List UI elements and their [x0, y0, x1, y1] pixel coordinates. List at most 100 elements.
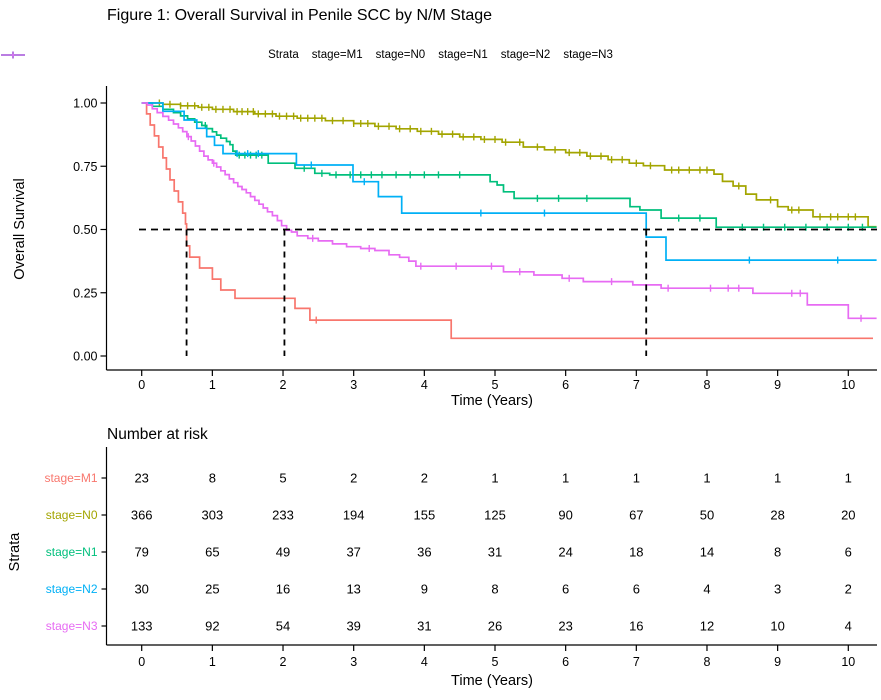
risk-count: 194 [343, 508, 365, 523]
risk-count: 49 [276, 545, 290, 560]
risk-count: 8 [491, 582, 498, 597]
risk-x-tick-label: 9 [774, 655, 781, 669]
risk-count: 2 [421, 471, 428, 486]
x-tick-label: 6 [562, 378, 569, 392]
risk-count: 366 [131, 508, 153, 523]
legend-title: Strata [268, 49, 299, 61]
risk-count: 39 [346, 619, 360, 634]
x-tick-label: 7 [633, 378, 640, 392]
risk-count: 23 [134, 471, 148, 486]
y-axis-title: Overall Survival [12, 178, 28, 280]
risk-x-tick-label: 0 [138, 655, 145, 669]
risk-row-label-N2: stage=N2 [46, 582, 98, 596]
risk-count: 79 [134, 545, 148, 560]
legend-item-n3: stage=N3 [1, 49, 613, 61]
y-tick-label: 1.00 [73, 97, 97, 111]
risk-count: 4 [845, 619, 852, 634]
risk-count: 28 [770, 508, 784, 523]
risk-count: 50 [700, 508, 714, 523]
risk-count: 1 [845, 471, 852, 486]
risk-count: 67 [629, 508, 643, 523]
risk-count: 125 [484, 508, 506, 523]
risk-row-label-M1: stage=M1 [44, 471, 97, 485]
risk-table-heading: Number at risk [107, 426, 208, 443]
risk-count: 25 [205, 582, 219, 597]
risk-count: 23 [558, 619, 572, 634]
risk-x-tick-label: 7 [633, 655, 640, 669]
risk-count: 1 [491, 471, 498, 486]
risk-count: 90 [558, 508, 572, 523]
legend-item-n2: stage=N2 [1, 49, 551, 61]
survival-curve-N3 [141, 102, 877, 320]
risk-table-y-title: Strata [7, 532, 23, 572]
risk-row-label-N3: stage=N3 [46, 619, 98, 633]
survival-curve-M1 [141, 102, 873, 340]
risk-x-tick-label: 4 [421, 655, 428, 669]
risk-count: 24 [558, 545, 572, 560]
legend-label: stage=M1 [311, 49, 363, 61]
risk-count: 5 [279, 471, 286, 486]
risk-count: 65 [205, 545, 219, 560]
risk-count: 233 [272, 508, 294, 523]
legend-item-n1: stage=N1 [1, 49, 488, 61]
risk-count: 4 [703, 582, 710, 597]
strata-legend: Strata stage=M1 stage=N0 stage=N1 stage=… [0, 49, 881, 61]
risk-count: 6 [562, 582, 569, 597]
survival-curve-N2 [141, 102, 877, 261]
risk-count: 54 [276, 619, 290, 634]
risk-count: 13 [346, 582, 360, 597]
risk-count: 31 [488, 545, 502, 560]
risk-count: 1 [774, 471, 781, 486]
x-tick-label: 9 [774, 378, 781, 392]
survival-curve-N1 [141, 102, 877, 229]
risk-x-tick-label: 3 [350, 655, 357, 669]
risk-count: 31 [417, 619, 431, 634]
km-line-key-icon [1, 51, 25, 59]
y-tick-label: 0.25 [73, 286, 97, 300]
legend-item-n0: stage=N0 [1, 49, 426, 61]
x-tick-label: 3 [350, 378, 357, 392]
risk-count: 2 [350, 471, 357, 486]
figure-title: Figure 1: Overall Survival in Penile SCC… [107, 7, 493, 24]
legend-label: stage=N1 [438, 49, 488, 61]
risk-count: 6 [633, 582, 640, 597]
y-tick-label: 0.50 [73, 223, 97, 237]
x-tick-label: 1 [209, 378, 216, 392]
risk-x-tick-label: 5 [492, 655, 499, 669]
x-tick-label: 2 [280, 378, 287, 392]
legend-label: stage=N0 [375, 49, 426, 61]
risk-count: 16 [276, 582, 290, 597]
risk-count: 12 [700, 619, 714, 634]
risk-count: 3 [774, 582, 781, 597]
risk-table-x-title: Time (Years) [451, 673, 533, 689]
legend-item-m1: stage=M1 [1, 49, 363, 61]
legend-label: stage=N2 [500, 49, 551, 61]
y-tick-label: 0.75 [73, 160, 97, 174]
risk-count: 1 [562, 471, 569, 486]
risk-count: 14 [700, 545, 714, 560]
risk-count: 20 [841, 508, 855, 523]
x-tick-label: 5 [492, 378, 499, 392]
legend-label: stage=N3 [563, 49, 613, 61]
y-tick-label: 0.00 [73, 350, 97, 364]
x-tick-label: 0 [138, 378, 145, 392]
risk-count: 10 [770, 619, 784, 634]
risk-count: 155 [413, 508, 435, 523]
risk-count: 92 [205, 619, 219, 634]
risk-count: 2 [845, 582, 852, 597]
x-tick-label: 4 [421, 378, 428, 392]
risk-count: 30 [134, 582, 148, 597]
risk-count: 37 [346, 545, 360, 560]
risk-count: 26 [488, 619, 502, 634]
x-axis-title: Time (Years) [451, 393, 533, 409]
risk-x-tick-label: 2 [280, 655, 287, 669]
risk-count: 9 [421, 582, 428, 597]
risk-count: 16 [629, 619, 643, 634]
risk-count: 36 [417, 545, 431, 560]
risk-count: 18 [629, 545, 643, 560]
risk-row-label-N0: stage=N0 [46, 508, 98, 522]
risk-count: 133 [131, 619, 153, 634]
risk-count: 1 [703, 471, 710, 486]
